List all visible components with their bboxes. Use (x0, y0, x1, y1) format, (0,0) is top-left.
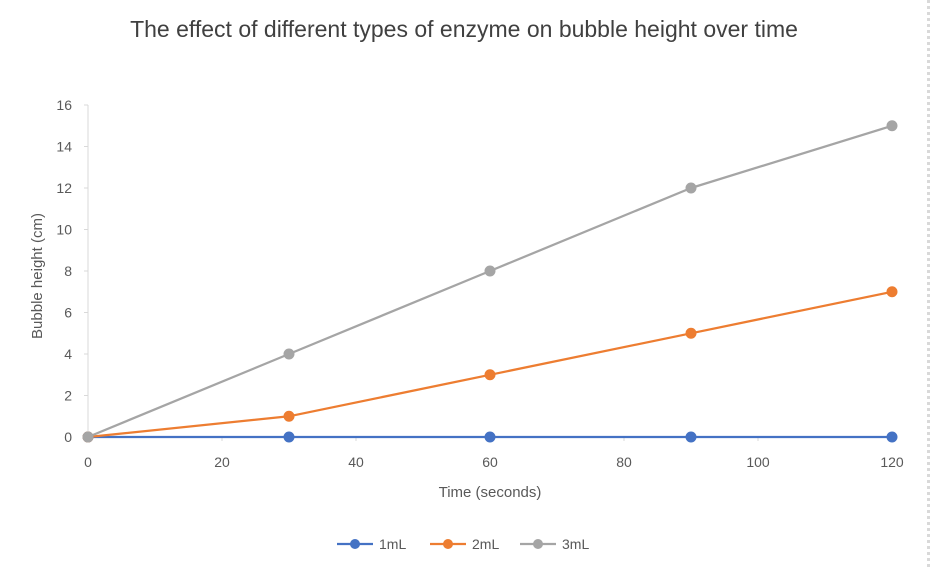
x-tick-label: 120 (880, 454, 904, 470)
x-tick-label: 20 (214, 454, 230, 470)
y-tick-label: 0 (64, 429, 72, 445)
data-point-2mL (685, 327, 697, 339)
data-point-3mL (886, 120, 898, 132)
series-line-3mL (87, 124, 893, 439)
legend-label-2mL: 2mL (472, 536, 499, 552)
data-point-2mL (484, 369, 496, 381)
data-point-1mL (886, 431, 898, 443)
x-tick-label: 0 (84, 454, 92, 470)
y-tick-label: 10 (56, 222, 72, 238)
data-point-1mL (484, 431, 496, 443)
legend-marker-3mL (533, 539, 543, 549)
legend-marker-2mL (443, 539, 453, 549)
x-tick-label: 100 (746, 454, 770, 470)
y-axis-title: Bubble height (cm) (29, 213, 46, 339)
data-point-3mL (484, 265, 496, 277)
y-tick-label: 4 (64, 346, 72, 362)
data-point-3mL (82, 431, 94, 443)
chart-title: The effect of different types of enzyme … (130, 16, 798, 42)
y-tick-label: 8 (64, 263, 72, 279)
x-tick-label: 60 (482, 454, 498, 470)
x-tick-label: 80 (616, 454, 632, 470)
y-tick-label: 12 (56, 180, 72, 196)
series-line-2mL (87, 290, 893, 439)
y-tick-label: 2 (64, 388, 72, 404)
x-axis-title: Time (seconds) (439, 484, 542, 501)
legend-label-3mL: 3mL (562, 536, 589, 552)
data-point-3mL (685, 182, 697, 194)
data-point-2mL (886, 286, 898, 298)
y-tick-label: 16 (56, 97, 72, 113)
right-border (927, 0, 930, 568)
data-point-1mL (283, 431, 295, 443)
legend-marker-1mL (350, 539, 360, 549)
y-tick-label: 6 (64, 305, 72, 321)
data-point-3mL (283, 348, 295, 360)
legend-label-1mL: 1mL (379, 536, 406, 552)
y-tick-label: 14 (56, 139, 72, 155)
x-tick-label: 40 (348, 454, 364, 470)
data-point-1mL (685, 431, 697, 443)
data-point-2mL (283, 410, 295, 422)
